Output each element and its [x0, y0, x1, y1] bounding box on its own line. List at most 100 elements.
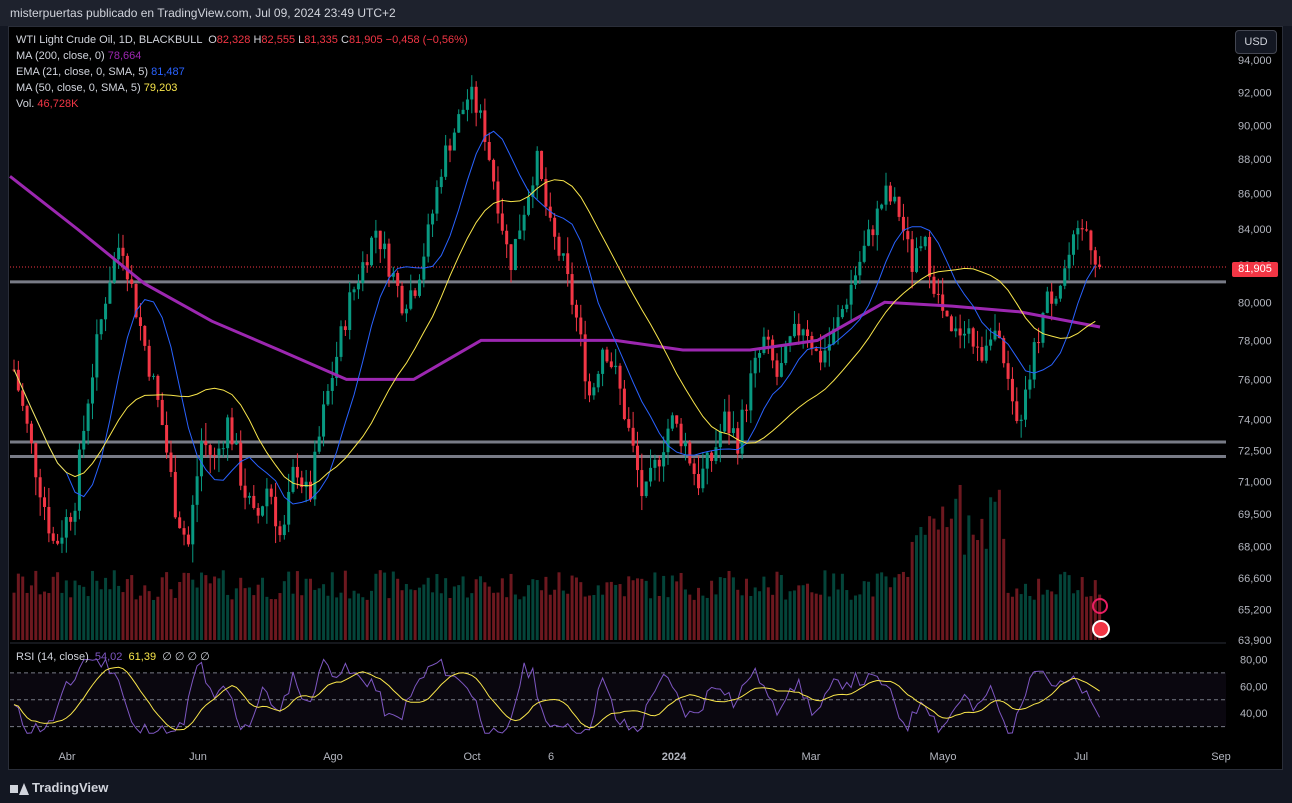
volume-bar [191, 579, 195, 640]
candle-body [662, 452, 666, 467]
time-tick-label: 2024 [662, 751, 687, 763]
candle-body [609, 361, 613, 368]
candle-body [888, 185, 892, 202]
price-tick-label: 74,000 [1238, 414, 1272, 426]
volume-bar [836, 589, 840, 640]
candle-body [867, 229, 871, 246]
volume-bar [657, 595, 661, 640]
candle-body [160, 399, 164, 426]
volume-bar [1067, 575, 1071, 640]
volume-bar [282, 581, 286, 640]
candle-body [169, 452, 173, 472]
time-tick-label: Mayo [930, 751, 957, 763]
volume-bar [906, 576, 910, 640]
high-value: 82,555 [261, 34, 296, 46]
volume-bar [705, 597, 709, 640]
low-label: L [298, 34, 305, 46]
candle-body [38, 477, 42, 498]
candle-body [605, 349, 609, 362]
ema21-label[interactable]: EMA (21, close, 0, SMA, 5) [16, 66, 149, 78]
volume-bar [649, 598, 653, 640]
volume-bar [653, 572, 657, 640]
volume-bar [744, 578, 748, 640]
volume-bar [182, 572, 186, 640]
volume-bar [779, 575, 783, 640]
candle-body [670, 415, 674, 429]
volume-bar [893, 577, 897, 640]
candle-body [165, 425, 169, 453]
price-tick-label: 63,900 [1238, 635, 1272, 647]
candle-body [217, 448, 221, 456]
candle-body [226, 417, 230, 449]
volume-bar [326, 595, 330, 640]
volume-bar [679, 572, 683, 640]
lightning-event-icon[interactable] [1092, 598, 1108, 614]
currency-button[interactable]: USD [1235, 30, 1277, 54]
volume-bar [784, 599, 788, 640]
candle-body [487, 142, 491, 160]
candle-body [753, 357, 757, 374]
candle-body [540, 150, 544, 180]
volume-bar [509, 573, 513, 640]
volume-bar [239, 577, 243, 640]
candle-body [971, 328, 975, 347]
candle-body [308, 481, 312, 500]
candle-body [282, 524, 286, 536]
volume-bar [601, 594, 605, 640]
candle-body [108, 282, 112, 304]
candle-body [365, 262, 369, 266]
volume-bar [727, 570, 731, 640]
volume-bar [801, 585, 805, 640]
header-bar [0, 0, 1292, 26]
volume-bar [714, 594, 718, 640]
chart-area[interactable] [8, 26, 1283, 770]
candle-body [295, 466, 299, 478]
candle-body [906, 231, 910, 240]
volume-bar [1002, 538, 1006, 640]
candle-body [579, 317, 583, 335]
rsi-label[interactable]: RSI (14, close) [16, 651, 89, 663]
candle-body [832, 328, 836, 345]
candle-body [984, 345, 988, 361]
volume-bar [38, 594, 42, 640]
candle-body [400, 285, 404, 314]
volume-bar [230, 599, 234, 640]
candle-body [352, 289, 356, 293]
candle-body [723, 411, 727, 432]
candle-body [130, 279, 134, 284]
volume-label[interactable]: Vol. [16, 98, 35, 110]
volume-bar [465, 597, 469, 640]
volume-bar [387, 598, 391, 640]
candle-body [1006, 363, 1010, 379]
rsi-extras: ∅ ∅ ∅ ∅ [162, 651, 210, 663]
volume-bar [1054, 594, 1058, 640]
volume-bar [574, 577, 578, 640]
candle-body [265, 488, 269, 507]
ma50-label[interactable]: MA (50, close, 0, SMA, 5) [16, 82, 141, 94]
tradingview-logo[interactable]: TradingView [10, 780, 108, 795]
candle-body [928, 236, 932, 277]
volume-bar [806, 583, 810, 640]
volume-bar [160, 577, 164, 640]
close-label: C [340, 34, 349, 46]
price-tick-label: 68,000 [1238, 542, 1272, 554]
us-flag-event-icon[interactable] [1092, 620, 1110, 638]
candle-body [43, 497, 47, 507]
volume-bar [426, 577, 430, 640]
rsi-ma-line [13, 666, 1100, 731]
volume-bar [308, 578, 312, 640]
ma200-label[interactable]: MA (200, close, 0) [16, 50, 105, 62]
volume-bar [265, 596, 269, 640]
candle-body [644, 481, 648, 497]
volume-bar [291, 593, 295, 640]
candle-body [557, 236, 561, 256]
candle-body [923, 236, 927, 247]
symbol-name[interactable]: WTI Light Crude Oil, 1D, BLACKBULL [16, 34, 203, 46]
ema21-line [13, 130, 1096, 505]
price-tick-label: 92,000 [1238, 87, 1272, 99]
volume-bar [121, 592, 125, 640]
volume-bar [90, 570, 94, 640]
candle-body [208, 445, 212, 455]
volume-bar [766, 587, 770, 640]
